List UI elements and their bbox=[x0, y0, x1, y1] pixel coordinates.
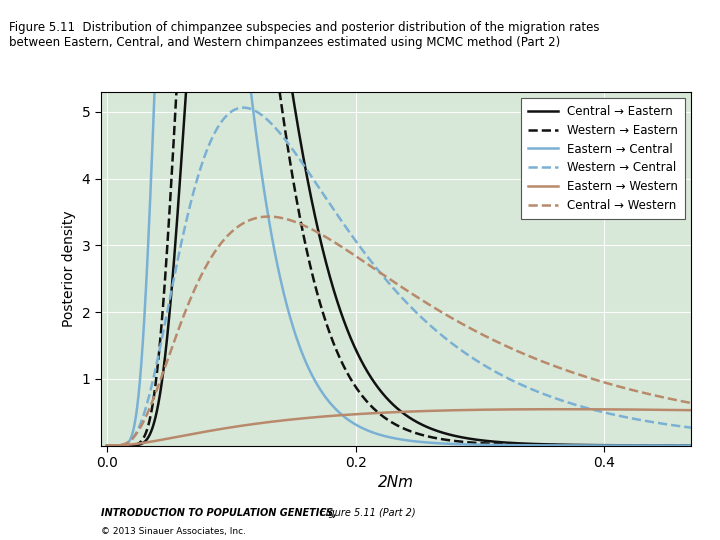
Legend: Central → Eastern, Western → Eastern, Eastern → Central, Western → Central, East: Central → Eastern, Western → Eastern, Ea… bbox=[521, 98, 685, 219]
X-axis label: 2Nm: 2Nm bbox=[378, 476, 414, 490]
Y-axis label: Posterior density: Posterior density bbox=[62, 211, 76, 327]
Text: Figure 5.11  Distribution of chimpanzee subspecies and posterior distribution of: Figure 5.11 Distribution of chimpanzee s… bbox=[9, 21, 599, 49]
Text: INTRODUCTION TO POPULATION GENETICS,: INTRODUCTION TO POPULATION GENETICS, bbox=[101, 508, 337, 518]
Text: © 2013 Sinauer Associates, Inc.: © 2013 Sinauer Associates, Inc. bbox=[101, 526, 246, 536]
Text: Figure 5.11 (Part 2): Figure 5.11 (Part 2) bbox=[317, 508, 415, 518]
